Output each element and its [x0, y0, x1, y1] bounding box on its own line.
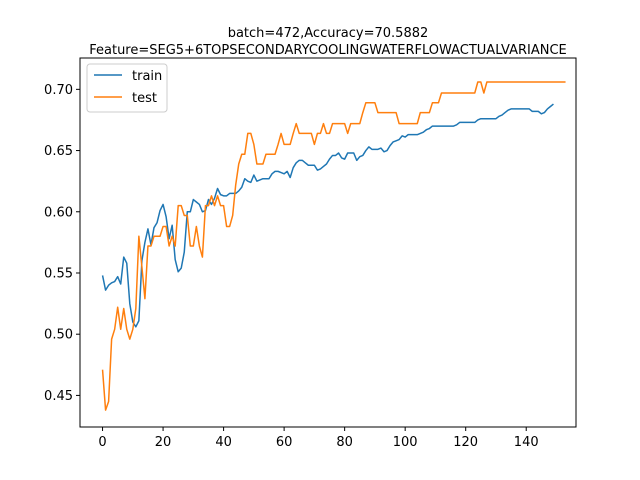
x-tick-label: 100: [393, 435, 418, 450]
chart-title-line-1: batch=472,Accuracy=70.5882: [228, 26, 429, 41]
x-tick-label: 140: [514, 435, 539, 450]
legend-label-test: test: [132, 91, 157, 106]
x-tick-label: 80: [336, 435, 353, 450]
x-tick-label: 40: [215, 435, 232, 450]
axes-border: [79, 57, 577, 428]
y-tick-label: 0.50: [44, 328, 73, 343]
plot-area: [79, 57, 577, 428]
y-tick-label: 0.55: [44, 266, 73, 281]
y-tick-label: 0.60: [44, 205, 73, 220]
y-axis: 0.45 0.50 0.55 0.60 0.65 0.70: [44, 83, 80, 404]
chart-title-line-2: Feature=SEG5+6TOPSECONDARYCOOLINGWATERFL…: [89, 43, 567, 58]
y-tick-label: 0.45: [44, 389, 73, 404]
y-tick-label: 0.65: [44, 144, 73, 159]
series-layer: [101, 81, 566, 411]
x-tick-label: 20: [155, 435, 172, 450]
x-tick-label: 60: [276, 435, 293, 450]
legend: train test: [86, 63, 168, 113]
legend-label-train: train: [132, 69, 162, 84]
y-tick-label: 0.70: [44, 83, 73, 98]
series-line-test: [101, 81, 566, 411]
legend-box: [86, 63, 168, 113]
x-tick-label: 0: [98, 435, 106, 450]
series-line-train: [101, 103, 554, 328]
x-axis: 0 20 40 60 80 100 120 140: [98, 427, 539, 450]
axes-background: [80, 58, 576, 427]
chart-title: batch=472,Accuracy=70.5882 Feature=SEG5+…: [89, 26, 567, 58]
x-tick-label: 120: [453, 435, 478, 450]
